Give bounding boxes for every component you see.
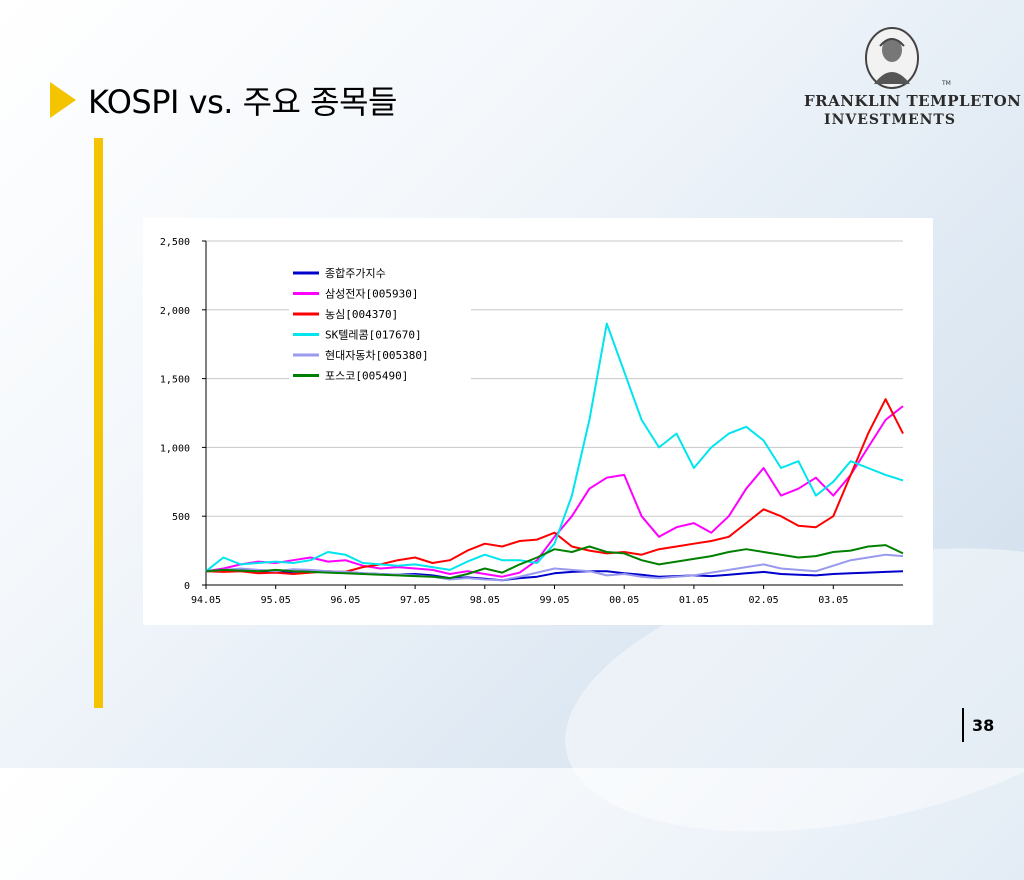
legend-label: 포스코[005490] — [325, 370, 408, 383]
x-tick-label: 02.05 — [749, 595, 779, 606]
series-line-3 — [205, 398, 904, 575]
franklin-portrait-icon — [865, 27, 919, 89]
legend-label: 현대자동차[005380] — [325, 349, 429, 362]
slide-title: KOSPI vs. 주요 종목들 — [88, 83, 397, 121]
logo-text-line1: FRANKLIN TEMPLETON — [804, 92, 1022, 110]
y-tick-label: 1,500 — [160, 375, 190, 386]
legend-label: 농심[004370] — [325, 308, 398, 321]
logo-text-line2: INVESTMENTS — [824, 112, 956, 128]
x-tick-label: 00.05 — [609, 595, 639, 606]
x-tick-label: 95.05 — [261, 595, 291, 606]
page-number-block: 38 — [962, 708, 994, 742]
y-tick-label: 0 — [184, 581, 190, 592]
chart-axes: 0 500 1,000 1,500 2,000 2,500 94.05 95.05 96.05 9… — [160, 237, 903, 606]
y-tick-label: 1,000 — [160, 443, 190, 454]
legend-box — [289, 265, 471, 390]
x-tick-label: 98.05 — [470, 595, 500, 606]
page-divider — [962, 708, 964, 742]
accent-bar — [94, 138, 103, 708]
logo-trademark: TM — [942, 80, 951, 87]
legend-label: 삼성전자[005930] — [325, 288, 418, 301]
x-tick-label: 97.05 — [400, 595, 430, 606]
chart-panel: 0 500 1,000 1,500 2,000 2,500 94.05 95.05 96.05 9… — [143, 218, 933, 625]
slide-title-row: KOSPI vs. 주요 종목들 — [50, 76, 397, 124]
y-tick-label: 2,500 — [160, 237, 190, 248]
legend-label: 종합주가지수 — [325, 267, 386, 280]
x-tick-label: 01.05 — [679, 595, 709, 606]
x-tick-label: 96.05 — [330, 595, 360, 606]
x-tick-label: 03.05 — [818, 595, 848, 606]
chart-series — [205, 322, 904, 582]
series-line-2 — [205, 405, 904, 578]
y-tick-label: 500 — [172, 512, 190, 523]
line-chart: 0 500 1,000 1,500 2,000 2,500 94.05 95.05 96.05 9… — [160, 237, 904, 606]
x-tick-label: 99.05 — [539, 595, 569, 606]
series-line-5 — [205, 553, 904, 582]
series-line-6 — [205, 544, 904, 580]
legend-label: SK텔레콤[017670] — [325, 329, 422, 342]
series-line-4 — [205, 322, 904, 572]
y-tick-label: 2,000 — [160, 306, 190, 317]
x-tick-label: 94.05 — [191, 595, 221, 606]
page-number: 38 — [972, 715, 995, 735]
franklin-templeton-logo: TM FRANKLIN TEMPLETON INVESTMENTS — [804, 26, 1022, 134]
title-arrow-icon — [50, 82, 76, 118]
